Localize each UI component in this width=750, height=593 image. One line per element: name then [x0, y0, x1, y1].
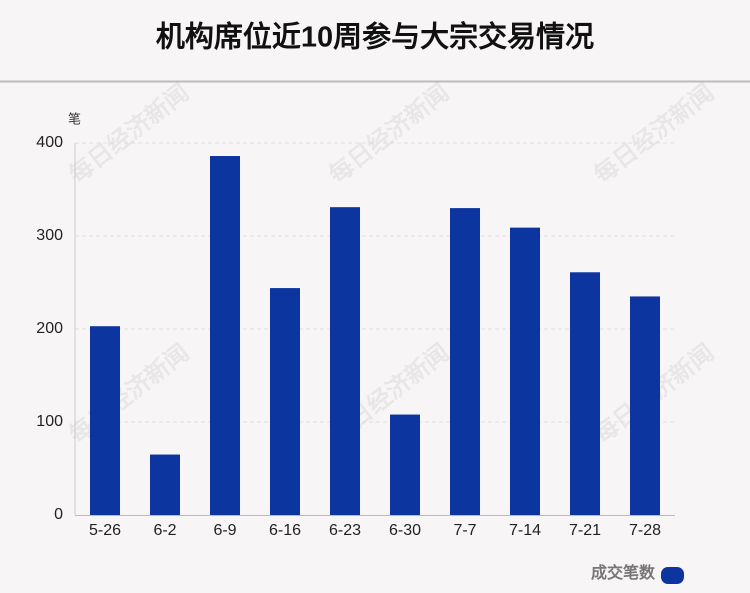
- bar: [210, 156, 240, 515]
- x-tick-label: 5-26: [89, 522, 121, 539]
- x-tick-label: 6-23: [329, 522, 361, 539]
- bar: [270, 288, 300, 515]
- x-tick-label: 6-16: [269, 522, 301, 539]
- chart-title: 机构席位近10周参与大宗交易情况: [156, 20, 594, 54]
- y-tick-label: 200: [36, 320, 63, 337]
- y-tick-label: 100: [36, 413, 63, 430]
- legend-label: 成交笔数: [591, 563, 656, 582]
- x-tick-label: 7-21: [569, 522, 601, 539]
- x-tick-label: 7-7: [453, 522, 476, 539]
- x-tick-label: 6-30: [389, 522, 421, 539]
- bar: [510, 227, 540, 515]
- x-tick-label: 7-14: [509, 522, 541, 539]
- y-axis-unit: 笔: [68, 111, 81, 126]
- x-tick-label: 6-9: [213, 522, 236, 539]
- bar: [450, 208, 480, 515]
- bar: [150, 454, 180, 515]
- x-tick-label: 7-28: [629, 522, 661, 539]
- bar: [390, 414, 420, 515]
- bar: [90, 326, 120, 515]
- x-tick-label: 6-2: [153, 522, 176, 539]
- bar: [630, 296, 660, 515]
- y-tick-label: 0: [54, 506, 63, 523]
- y-tick-label: 300: [36, 227, 63, 244]
- bar: [570, 272, 600, 515]
- y-tick-label: 400: [36, 134, 63, 151]
- bar: [330, 207, 360, 516]
- legend-swatch: [661, 567, 684, 584]
